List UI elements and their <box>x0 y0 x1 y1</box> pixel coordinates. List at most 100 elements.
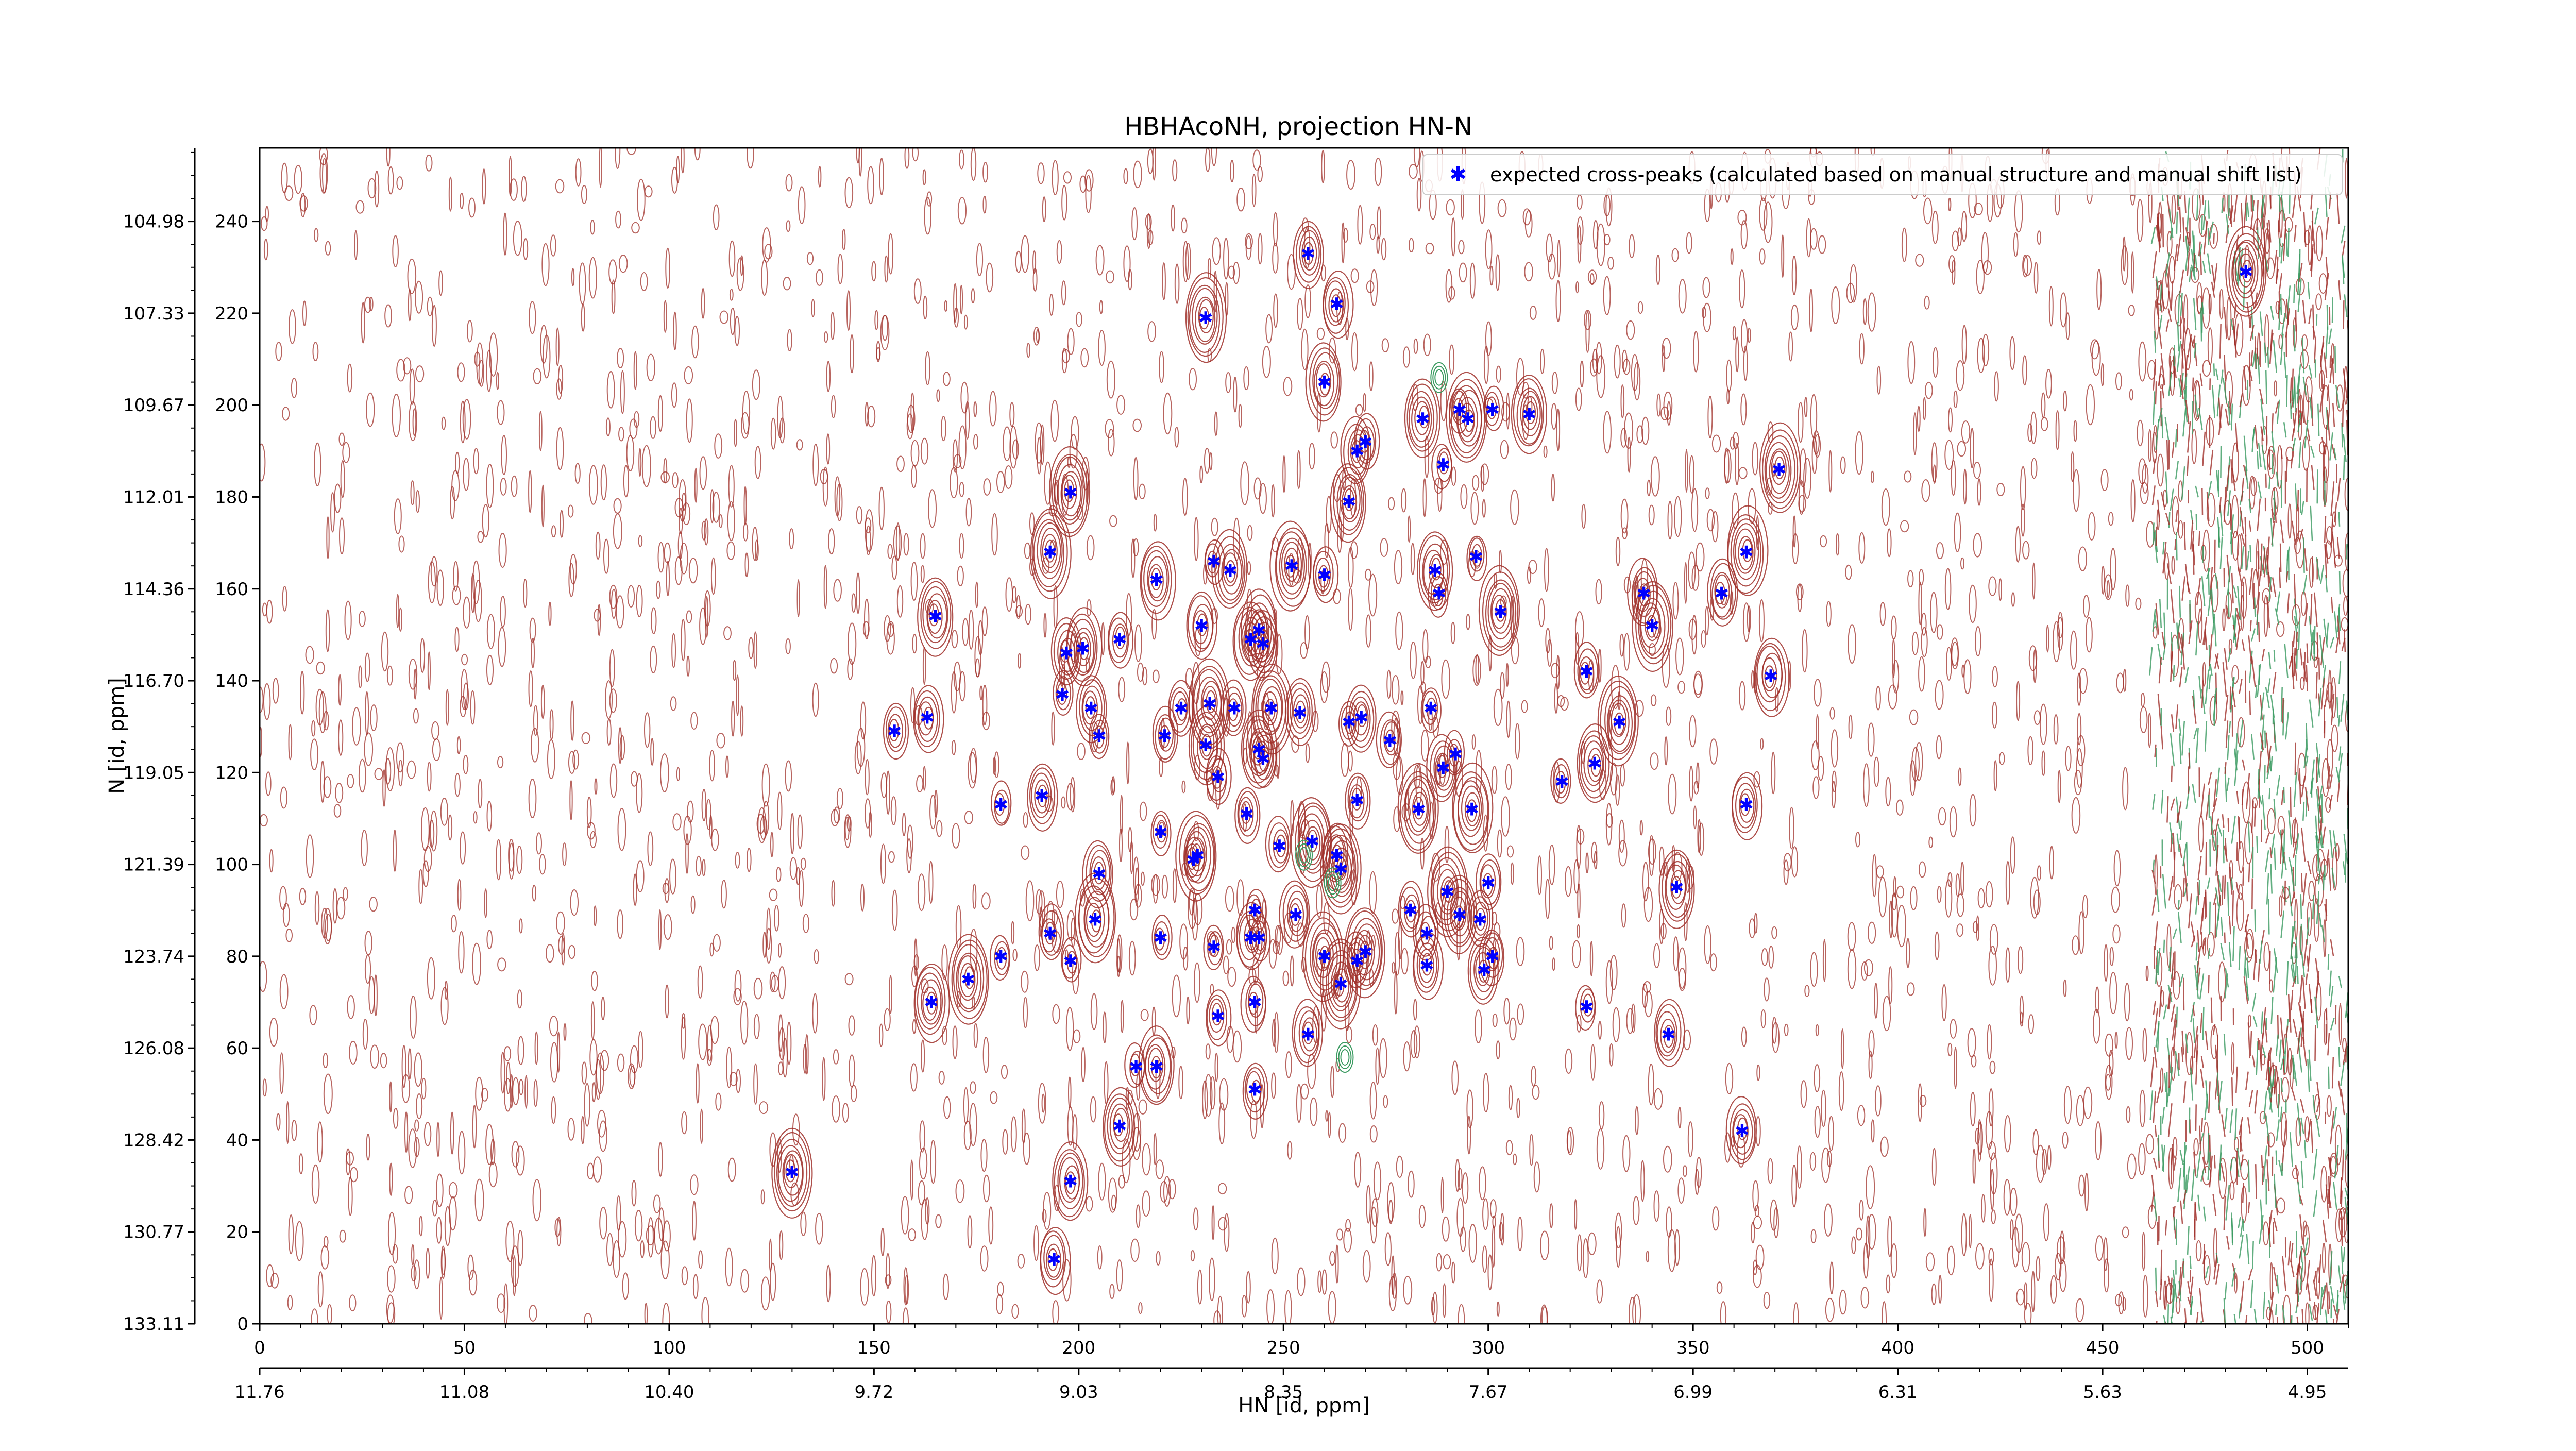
y-tick-label: 240 <box>215 212 248 232</box>
cross-peak-marker: ✱ <box>1342 492 1357 512</box>
cross-peak-marker: ✱ <box>1403 901 1418 921</box>
water-streak <box>2335 1005 2336 1024</box>
water-streak <box>2339 1047 2340 1067</box>
y-tick-label: 200 <box>215 395 248 416</box>
water-streak <box>2228 882 2229 916</box>
y-tick-label: 40 <box>226 1130 248 1151</box>
cross-peak-marker: ✱ <box>1076 639 1091 660</box>
n-tick-label: 130.77 <box>123 1222 184 1243</box>
cross-peak-marker: ✱ <box>1661 1024 1676 1045</box>
y-axis-label: N [id, ppm] <box>105 678 129 794</box>
cross-peak-marker: ✱ <box>1645 616 1659 636</box>
y-tick-label: 180 <box>215 487 248 508</box>
water-streak <box>2345 853 2346 883</box>
x-tick-label: 450 <box>2086 1338 2120 1358</box>
water-streak <box>2268 899 2269 934</box>
cross-peak-marker: ✱ <box>1669 878 1684 898</box>
water-streak <box>2307 723 2308 750</box>
x-tick-label: 150 <box>857 1338 891 1358</box>
cross-peak-marker: ✱ <box>1092 864 1107 884</box>
legend: ✱ expected cross-peaks (calculated based… <box>1423 155 2342 195</box>
cross-peak-marker: ✱ <box>1129 1057 1144 1077</box>
water-streak <box>2324 445 2325 481</box>
x-tick-label: 400 <box>1881 1338 1914 1358</box>
water-streak <box>2231 404 2232 431</box>
water-streak <box>2192 401 2193 434</box>
water-streak <box>2256 354 2257 369</box>
x-tick-label: 300 <box>1471 1338 1505 1358</box>
water-streak <box>2230 503 2231 530</box>
water-streak <box>2273 1222 2274 1244</box>
cross-peak-marker: ✱ <box>1555 772 1570 792</box>
legend-label: expected cross-peaks (calculated based o… <box>1490 163 2302 186</box>
water-streak <box>2291 378 2292 404</box>
water-streak <box>2242 789 2243 805</box>
cross-peak-marker: ✱ <box>2239 262 2253 283</box>
water-streak <box>2196 514 2197 530</box>
cross-peak-marker: ✱ <box>1317 947 1332 967</box>
water-streak <box>2255 909 2256 932</box>
water-streak <box>2275 848 2276 870</box>
cross-peak-marker: ✱ <box>1415 409 1430 430</box>
water-streak <box>2295 743 2296 775</box>
water-streak <box>2317 632 2318 659</box>
water-streak <box>2231 532 2232 555</box>
water-streak <box>2316 672 2317 698</box>
water-streak <box>2153 522 2154 545</box>
cross-peak-marker: ✱ <box>1063 483 1078 503</box>
cross-peak-marker: ✱ <box>1428 561 1443 581</box>
cross-peak-marker: ✱ <box>887 721 902 742</box>
cross-peak-marker: ✱ <box>1579 662 1594 682</box>
cross-peak-marker: ✱ <box>1211 1006 1226 1027</box>
cross-peak-marker: ✱ <box>1227 699 1242 719</box>
water-streak <box>2297 966 2298 984</box>
n-tick-label: 121.39 <box>123 855 184 875</box>
water-streak <box>2281 480 2282 508</box>
cross-peak-marker: ✱ <box>1612 712 1627 733</box>
water-streak <box>2301 873 2302 892</box>
water-streak <box>2201 1118 2202 1132</box>
cross-peak-marker: ✱ <box>1174 699 1189 719</box>
cross-peak-marker: ✱ <box>1301 244 1316 264</box>
water-streak <box>2303 1018 2304 1044</box>
water-streak <box>2250 620 2251 631</box>
cross-peak-marker: ✱ <box>1149 570 1164 590</box>
water-streak <box>2156 527 2157 546</box>
cross-peak-marker: ✱ <box>1043 542 1058 563</box>
water-streak <box>2161 1250 2162 1285</box>
water-streak <box>2332 1057 2333 1088</box>
cross-peak-marker: ✱ <box>1207 937 1222 958</box>
water-streak <box>2317 469 2318 503</box>
x-tick-label: 350 <box>1676 1338 1710 1358</box>
n-tick-label: 112.01 <box>123 487 184 508</box>
cross-peak-marker: ✱ <box>994 795 1009 816</box>
cross-peak-marker: ✱ <box>1465 800 1480 820</box>
water-streak <box>2286 233 2287 256</box>
cross-peak-marker: ✱ <box>1211 767 1226 788</box>
cross-peak-marker: ✱ <box>1419 956 1434 976</box>
cross-peak-marker: ✱ <box>1715 584 1730 604</box>
water-streak <box>2202 546 2203 563</box>
water-streak <box>2303 537 2304 573</box>
water-streak <box>2214 1155 2215 1168</box>
cross-peak-marker: ✱ <box>1452 905 1467 926</box>
water-streak <box>2203 1007 2204 1040</box>
water-streak <box>2237 842 2238 861</box>
water-streak <box>2208 228 2209 245</box>
water-streak <box>2190 1270 2191 1282</box>
water-streak <box>2211 998 2212 1023</box>
cross-peak-marker: ✱ <box>1157 726 1172 747</box>
cross-peak-marker: ✱ <box>1035 786 1049 806</box>
x-tick-label: 250 <box>1267 1338 1300 1358</box>
hn-tick-label: 5.63 <box>2083 1382 2122 1403</box>
cross-peak-marker: ✱ <box>1579 997 1594 1018</box>
water-streak <box>2174 833 2175 860</box>
water-streak <box>2183 217 2184 242</box>
cross-peak-marker: ✱ <box>1289 905 1303 926</box>
cross-peak-marker: ✱ <box>1202 694 1217 715</box>
cross-peak-marker: ✱ <box>1350 951 1365 972</box>
water-streak <box>2251 195 2252 212</box>
water-streak <box>2316 757 2317 783</box>
water-streak <box>2243 867 2244 886</box>
water-streak <box>2327 305 2328 330</box>
